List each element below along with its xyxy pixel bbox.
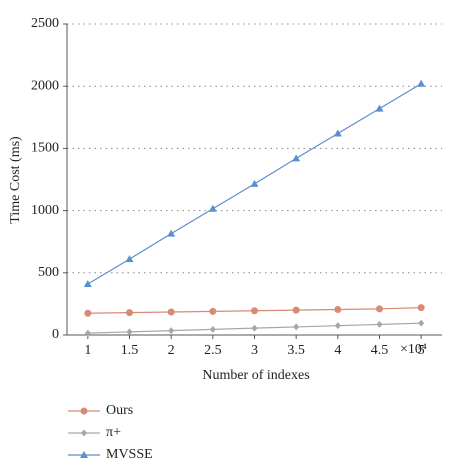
marker: [84, 329, 91, 337]
y-tick-label: 0: [52, 327, 59, 342]
legend-marker: [80, 451, 88, 458]
marker: [126, 328, 133, 336]
marker: [209, 307, 217, 315]
y-tick-label: 2500: [31, 16, 59, 31]
marker: [83, 279, 92, 287]
legend-label: π+: [106, 425, 121, 440]
marker: [292, 306, 300, 314]
legend-marker: [80, 407, 88, 415]
marker: [376, 305, 383, 313]
marker: [417, 304, 425, 312]
marker: [250, 179, 259, 187]
x-tick-label: 1.5: [121, 343, 139, 358]
x-tick-label: 2: [168, 343, 175, 358]
marker: [292, 154, 301, 162]
y-axis-label: Time Cost (ms): [8, 136, 23, 224]
x-tick-label: 5: [418, 343, 425, 358]
marker: [167, 308, 175, 316]
legend-marker: [81, 429, 87, 437]
marker: [125, 255, 134, 263]
legend-label: Ours: [106, 403, 133, 418]
marker: [209, 325, 216, 333]
marker: [251, 324, 258, 332]
marker: [334, 322, 341, 330]
x-tick-label: 3.5: [287, 343, 305, 358]
marker: [376, 320, 383, 328]
x-tick-label: 3: [251, 343, 258, 358]
y-tick-label: 1500: [31, 141, 59, 156]
legend-label: MVSSE: [106, 447, 153, 462]
x-axis-label: Number of indexes: [202, 368, 309, 383]
marker: [334, 305, 342, 313]
marker: [168, 327, 175, 335]
marker: [333, 129, 342, 137]
marker: [84, 309, 92, 317]
x-multiplier: ×10⁴: [400, 342, 427, 357]
x-tick-label: 4: [334, 343, 341, 358]
marker: [418, 319, 425, 327]
marker: [375, 104, 384, 112]
x-tick-label: 4.5: [371, 343, 389, 358]
y-tick-label: 500: [38, 265, 59, 280]
marker: [126, 309, 133, 317]
marker: [293, 323, 300, 331]
marker: [417, 79, 426, 87]
y-tick-label: 2000: [31, 78, 59, 93]
y-tick-label: 1000: [31, 203, 59, 218]
x-tick-label: 1: [84, 343, 91, 358]
marker: [208, 204, 217, 212]
marker: [167, 229, 176, 237]
x-tick-label: 2.5: [204, 343, 222, 358]
marker: [251, 307, 258, 315]
